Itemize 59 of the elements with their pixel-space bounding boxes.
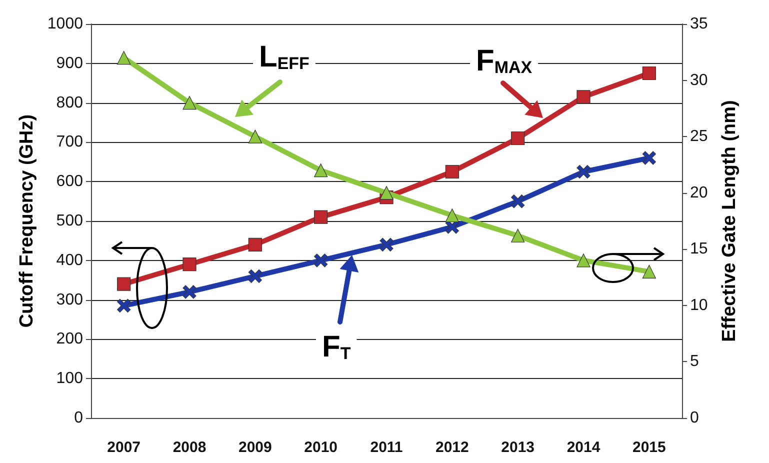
- point: [182, 96, 196, 110]
- y2-tick-label: 5: [690, 353, 699, 370]
- point: [576, 254, 590, 268]
- y-tick-label: 800: [56, 94, 84, 112]
- point: [314, 254, 328, 268]
- y-tick-label: 700: [56, 134, 84, 151]
- point: [117, 277, 131, 291]
- x-tick-label: 2008: [172, 439, 206, 456]
- y2-axis-title: Effective Gate Length (nm): [719, 100, 740, 342]
- y-tick-label: 400: [56, 252, 84, 269]
- y2-tick-label: 25: [690, 128, 708, 146]
- y-tick-label: 1000: [47, 16, 84, 32]
- y-tick-label: 900: [56, 54, 84, 72]
- point: [642, 151, 656, 165]
- point: [445, 208, 459, 222]
- point: [576, 90, 590, 104]
- x-tick-label: 2013: [501, 439, 535, 456]
- y-tick-label: 600: [56, 173, 84, 190]
- x-tick-label: 2015: [632, 439, 666, 456]
- y2-tick-label: 10: [690, 296, 708, 314]
- x-tick-label: 2012: [435, 439, 469, 456]
- y2-tick-label: 0: [690, 410, 699, 426]
- point: [117, 50, 131, 65]
- y-tick-label: 100: [56, 370, 84, 388]
- x-tick-label: 2010: [304, 439, 338, 456]
- x-tick-label: 2007: [107, 439, 141, 456]
- x-tick-label: 2014: [566, 439, 601, 456]
- point: [248, 269, 262, 283]
- y2-tick-label: 35: [690, 16, 708, 32]
- y-axis-title: Cutoff Frequency (GHz): [16, 114, 38, 328]
- point: [642, 264, 656, 278]
- point: [642, 66, 656, 80]
- point: [445, 164, 459, 179]
- point: [314, 210, 328, 224]
- point: [117, 298, 131, 313]
- point: [248, 130, 262, 144]
- y-tick-label: 300: [56, 291, 84, 308]
- y2-tick-label: 20: [690, 184, 708, 202]
- point: [380, 238, 394, 252]
- point: [248, 238, 262, 252]
- point: [182, 285, 196, 299]
- point: [182, 258, 196, 272]
- annotation: LEFF: [259, 40, 310, 74]
- point: [445, 220, 459, 234]
- point: [511, 131, 525, 146]
- point: [314, 164, 328, 178]
- y-tick-label: 0: [74, 410, 84, 426]
- annotation: FMAX: [476, 44, 533, 78]
- x-tick-label: 2011: [370, 439, 403, 456]
- y2-tick-label: 30: [690, 72, 708, 89]
- y-tick-label: 200: [56, 330, 84, 348]
- x-tick-label: 2009: [238, 439, 272, 456]
- y-tick-label: 500: [56, 212, 84, 230]
- y2-tick-label: 15: [690, 240, 708, 258]
- point: [511, 228, 525, 242]
- point: [380, 186, 394, 200]
- point: [511, 194, 525, 208]
- annotation: FT: [322, 330, 352, 364]
- point: [576, 164, 590, 179]
